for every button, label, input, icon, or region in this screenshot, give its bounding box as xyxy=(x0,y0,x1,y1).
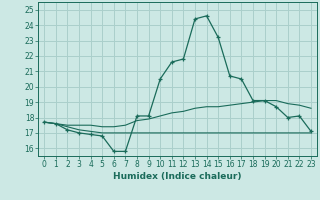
X-axis label: Humidex (Indice chaleur): Humidex (Indice chaleur) xyxy=(113,172,242,181)
